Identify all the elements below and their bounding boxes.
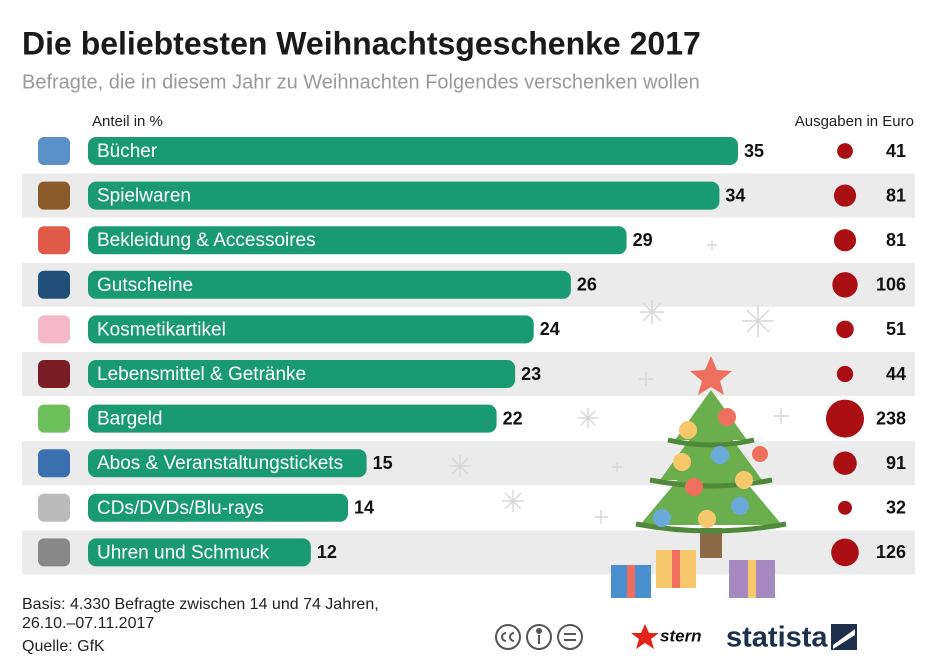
chart-subtitle: Befragte, die in diesem Jahr zu Weihnach… xyxy=(22,71,700,93)
brand: statista xyxy=(726,622,828,654)
value-label: 29 xyxy=(633,230,653,250)
category-label: Bücher xyxy=(97,141,158,162)
spending-label: 91 xyxy=(886,453,906,473)
category-icon xyxy=(38,270,70,299)
category-icon xyxy=(38,137,70,165)
category-label: Gutscheine xyxy=(97,275,193,296)
spending-label: 51 xyxy=(886,319,906,339)
category-icon xyxy=(38,226,70,255)
category-icon xyxy=(38,538,70,567)
spending-label: 32 xyxy=(886,498,906,518)
spending-label: 106 xyxy=(876,275,906,295)
spending-label: 238 xyxy=(876,408,906,428)
bar xyxy=(88,449,367,478)
category-icon xyxy=(38,404,70,433)
value-label: 24 xyxy=(540,319,560,339)
series-header: Ausgaben in Euro xyxy=(795,113,914,130)
series-header: Anteil in % xyxy=(92,113,163,130)
spending-bubble xyxy=(838,500,852,515)
bar xyxy=(88,137,738,165)
chart: Die beliebtesten Weihnachtsgeschenke 201… xyxy=(22,25,914,655)
category-label: Uhren und Schmuck xyxy=(97,542,270,563)
bar xyxy=(88,404,497,433)
spending-label: 126 xyxy=(876,542,906,562)
category-icon xyxy=(38,449,70,478)
value-label: 12 xyxy=(317,542,337,562)
spending-bubble xyxy=(826,399,864,438)
category-label: Lebensmittel & Getränke xyxy=(97,364,306,385)
license-icons xyxy=(495,624,583,650)
spending-bubble xyxy=(836,365,854,383)
category-label: CDs/DVDs/Blu-rays xyxy=(97,498,264,519)
brand: stern xyxy=(660,626,702,645)
value-label: 15 xyxy=(373,453,393,473)
category-label: Kosmetikartikel xyxy=(97,319,226,340)
spending-bubble xyxy=(833,451,857,475)
category-icon xyxy=(38,360,70,388)
statista-logo xyxy=(831,624,857,650)
category-label: Bekleidung & Accessoires xyxy=(97,230,316,251)
category-label: Abos & Veranstaltungstickets xyxy=(97,453,343,474)
decoration xyxy=(449,240,789,598)
spending-label: 81 xyxy=(886,230,906,250)
bar xyxy=(88,270,571,299)
bar xyxy=(88,493,348,522)
category-icon xyxy=(38,315,70,344)
value-label: 22 xyxy=(503,408,523,428)
value-label: 34 xyxy=(725,185,745,205)
value-label: 35 xyxy=(744,141,764,161)
stern-logo xyxy=(631,624,659,649)
bar xyxy=(88,315,534,344)
bar xyxy=(88,226,627,255)
chart-title: Die beliebtesten Weihnachtsgeschenke 201… xyxy=(22,25,701,61)
spending-bubble xyxy=(831,538,859,567)
value-label: 14 xyxy=(354,498,374,518)
category-icon xyxy=(38,493,70,522)
bar xyxy=(88,360,516,388)
value-label: 23 xyxy=(521,364,541,384)
spending-bubble xyxy=(833,229,857,252)
spending-label: 81 xyxy=(886,185,906,205)
christmas-tree xyxy=(611,356,787,598)
spending-bubble xyxy=(833,184,857,207)
category-label: Spielwaren xyxy=(97,186,191,207)
bar xyxy=(88,538,311,567)
spending-bubble xyxy=(837,143,853,159)
spending-bubble xyxy=(836,320,854,339)
note: Basis: 4.330 Befragte zwischen 14 und 74… xyxy=(22,596,379,613)
spending-bubble xyxy=(832,272,858,298)
spending-label: 41 xyxy=(886,141,906,161)
note: Quelle: GfK xyxy=(22,638,105,655)
snowflakes xyxy=(449,240,789,524)
category-label: Bargeld xyxy=(97,409,163,430)
bar xyxy=(88,181,720,210)
spending-label: 44 xyxy=(886,364,906,384)
note: 26.10.–07.11.2017 xyxy=(22,615,154,632)
value-label: 26 xyxy=(577,275,597,295)
category-icon xyxy=(38,181,70,210)
